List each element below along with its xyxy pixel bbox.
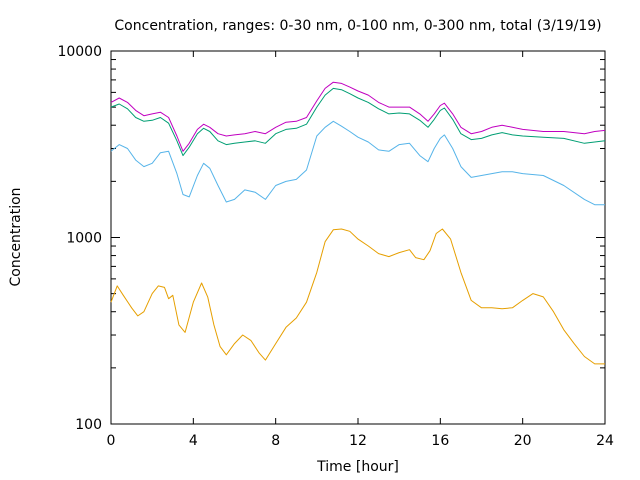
series-line-2 [110, 87, 606, 157]
series-layer [110, 81, 606, 365]
y-tick-label: 10000 [57, 44, 102, 60]
chart-title: Concentration, ranges: 0-30 nm, 0-100 nm… [114, 18, 601, 34]
series-line-4 [110, 228, 605, 365]
x-tick-label: 0 [107, 433, 116, 449]
axis-ticks: 0 4 8 12 16 20 24 100 1000 10000 [57, 44, 614, 449]
x-tick-label: 8 [271, 433, 280, 449]
y-tick-label: 1000 [66, 231, 102, 247]
y-axis-label: Concentration [8, 187, 24, 286]
x-tick-label: 24 [596, 433, 614, 449]
x-axis-label: Time [hour] [316, 459, 399, 475]
plot-frame [110, 50, 606, 425]
x-tick-label: 12 [349, 433, 367, 449]
x-tick-label: 20 [514, 433, 532, 449]
x-tick-label: 16 [431, 433, 449, 449]
series-line-3 [110, 120, 605, 206]
x-tick-label: 4 [189, 433, 198, 449]
y-tick-label: 100 [75, 417, 102, 433]
series-line-1 [110, 81, 606, 152]
